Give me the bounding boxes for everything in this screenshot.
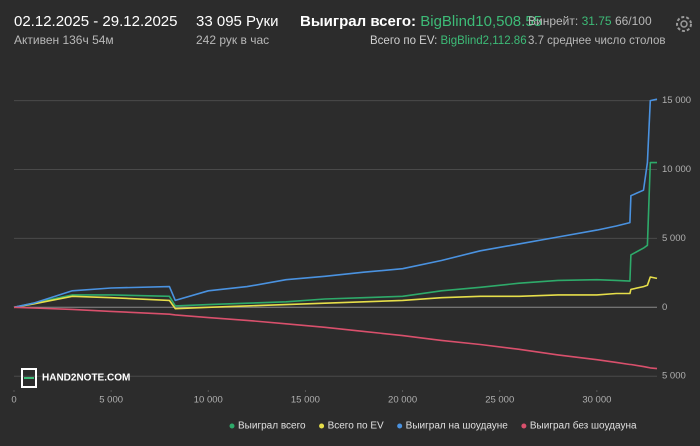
hands: 33 095 Руки [196,13,279,30]
series-line [13,306,658,370]
ev-total: Всего по EV: BigBlind2,112.86 [370,35,527,47]
legend-label: Всего по EV [328,421,384,432]
series-line [13,276,658,310]
x-tick-label: 25 000 [485,395,514,406]
y-tick-label: 5 000 [662,233,686,244]
legend-label: Выиграл на шоудауне [406,421,509,432]
hands-per-hour: 242 рук в час [196,33,269,47]
series-line [13,98,658,309]
x-tick-label: 30 000 [582,395,611,406]
tables-average: 3.7 среднее число столов [528,35,666,47]
ev-label: Всего по EV: [370,35,437,47]
legend: Выиграл всего Всего по EV Выиграл на шоуда… [229,420,637,432]
x-tick-label: 15 000 [291,395,320,406]
active-time: Активен 136ч 54м [14,33,114,47]
legend-marker [229,423,235,429]
watermark-icon [21,368,37,388]
x-tick-label: 20 000 [388,395,417,406]
ev-value: BigBlind2,112.86 [440,35,526,47]
watermark-text: HAND2NOTE.COM [42,373,130,384]
winrate-unit: 66/100 [615,14,652,28]
won-label: Выиграл всего: [300,13,416,30]
gear-teeth [676,16,692,32]
won-value: BigBlind10,508.55 [420,13,542,30]
y-tick-label: 5 000 [662,371,686,382]
x-tick-label: 5 000 [99,395,123,406]
gear-center [680,20,688,28]
winrate: Винрейт: 31.75 66/100 [528,14,652,28]
y-tick-label: 0 [662,302,667,313]
legend-marker [319,423,325,429]
x-tick-label: 10 000 [194,395,223,406]
y-tick-label: 15 000 [662,95,691,106]
x-tick-label: 0 [11,395,16,406]
legend-marker [397,423,403,429]
series-line [13,161,657,309]
legend-label: Выиграл всего [238,421,306,432]
won-total: Выиграл всего: BigBlind10,508.55 [300,13,542,30]
y-tick-label: 10 000 [662,164,691,175]
winrate-value: 31.75 [582,14,612,28]
watermark: HAND2NOTE.COM [21,368,130,388]
legend-marker [521,423,527,429]
settings-button[interactable] [676,16,692,32]
winrate-label: Винрейт: [528,14,578,28]
date-range: 02.12.2025 - 29.12.2025 [14,13,177,30]
legend-label: Выиграл без шоудауна [530,420,637,432]
